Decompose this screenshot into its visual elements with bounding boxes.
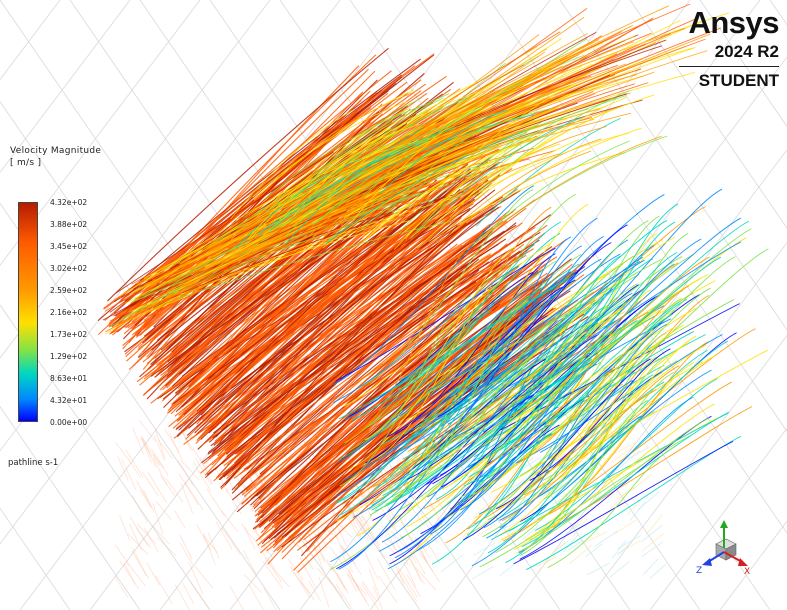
triad-x-label: X (744, 567, 750, 577)
colormap-tick-5: 2.16e+02 (50, 308, 88, 317)
axis-triad-graphic: Y X Z (696, 520, 750, 577)
triad-y-label: Y (720, 524, 726, 533)
ansys-logo: Ansys 2024 R2 STUDENT (667, 5, 780, 91)
axis-triad[interactable]: Y X Z (694, 518, 758, 578)
legend-title-unit: [ m/s ] (10, 158, 42, 168)
colormap-tick-4: 2.59e+02 (50, 286, 88, 295)
colormap-tick-10: 0.00e+00 (50, 418, 88, 427)
pathlines (97, 3, 769, 573)
colormap-tick-0: 4.32e+02 (50, 198, 88, 207)
colormap-tick-2: 3.45e+02 (50, 242, 88, 251)
colormap-tick-7: 1.29e+02 (50, 352, 88, 361)
legend-title: Velocity Magnitude [ m/s ] (10, 145, 101, 169)
colormap-tick-3: 3.02e+02 (50, 264, 88, 273)
object-label: pathline s-1 (8, 458, 59, 468)
colormap-tick-6: 1.73e+02 (50, 330, 88, 339)
triad-z-label: Z (696, 566, 702, 576)
logo-version: 2024 R2 (714, 42, 779, 61)
colormap-tick-9: 4.32e+01 (50, 396, 88, 405)
logo-divider (679, 66, 779, 67)
colormap-tick-8: 8.63e+01 (50, 374, 88, 383)
logo-name: Ansys (688, 5, 779, 40)
colormap-tick-1: 3.88e+02 (50, 220, 88, 229)
colormap-bar[interactable] (18, 202, 38, 422)
legend-title-quantity: Velocity Magnitude (10, 146, 102, 156)
logo-edition: STUDENT (698, 71, 779, 90)
